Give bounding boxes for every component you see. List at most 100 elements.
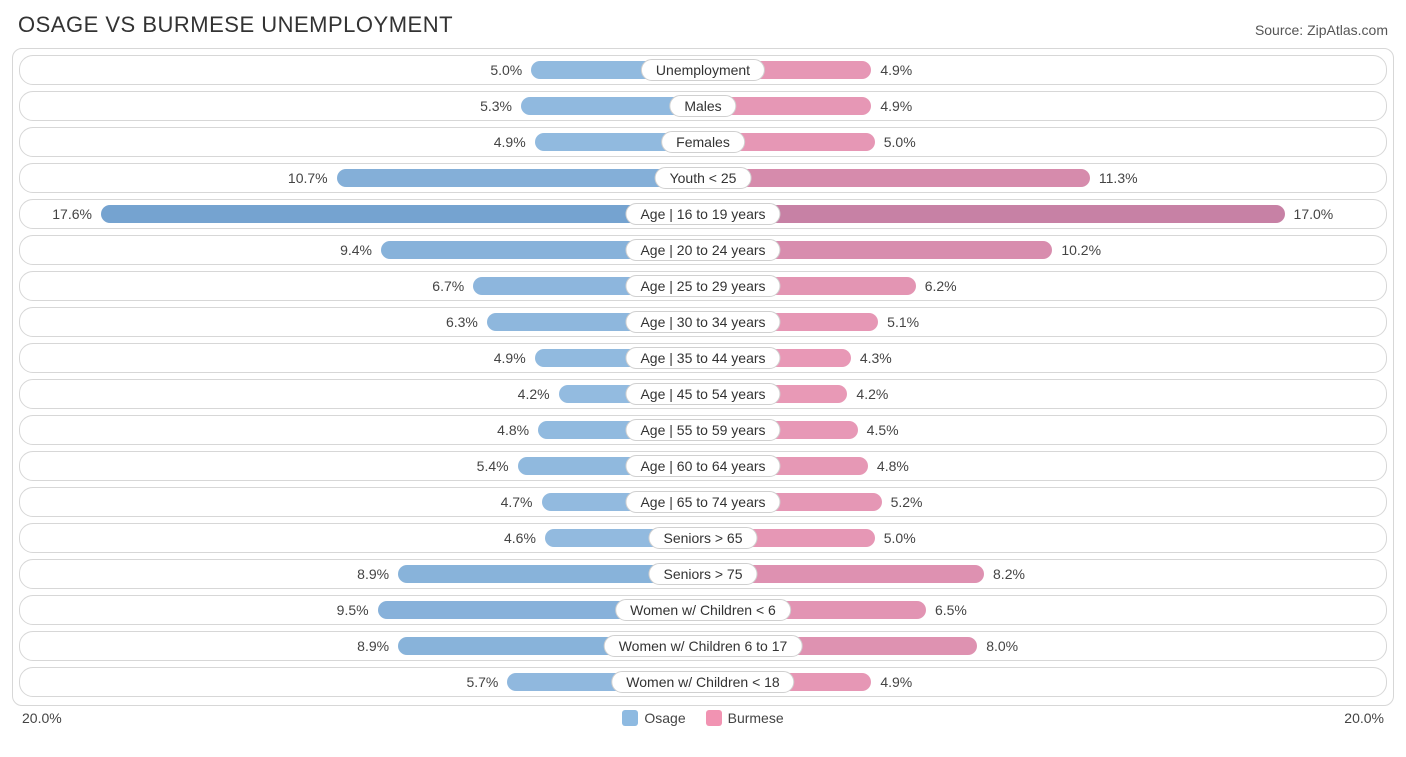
chart-row: 9.5% 6.5%Women w/ Children < 6 [19,595,1387,625]
row-left-half: 9.5% [20,596,703,624]
left-value-label: 5.0% [482,62,530,78]
row-left-half: 5.0% [20,56,703,84]
right-value-label: 5.0% [876,530,924,546]
chart-row: 9.4%10.2%Age | 20 to 24 years [19,235,1387,265]
row-category-label: Age | 30 to 34 years [625,311,780,333]
row-right-half: 4.3% [703,344,1386,372]
row-left-half: 6.3% [20,308,703,336]
row-left-half: 5.4% [20,452,703,480]
row-left-half: 4.6% [20,524,703,552]
row-category-label: Age | 25 to 29 years [625,275,780,297]
chart-row: 6.3% 5.1% Age | 30 to 34 years [19,307,1387,337]
legend-swatch-left [622,710,638,726]
row-right-half: 11.3% [703,164,1386,192]
row-left-half: 5.7% [20,668,703,696]
chart-row: 5.7% 4.9% Women w/ Children < 18 [19,667,1387,697]
right-value-label: 5.1% [879,314,927,330]
legend: Osage Burmese [62,710,1345,726]
row-category-label: Age | 35 to 44 years [625,347,780,369]
left-value-label: 6.3% [438,314,486,330]
left-value-label: 5.7% [458,674,506,690]
row-category-label: Age | 65 to 74 years [625,491,780,513]
chart-row: 5.4% 4.8% Age | 60 to 64 years [19,451,1387,481]
chart-row: 8.9%8.2%Seniors > 75 [19,559,1387,589]
row-left-half: 5.3% [20,92,703,120]
source-prefix: Source: [1255,22,1307,38]
row-category-label: Age | 60 to 64 years [625,455,780,477]
row-category-label: Age | 16 to 19 years [625,203,780,225]
row-right-half: 10.2% [703,236,1386,264]
diverging-bar-chart: 5.0%4.9%Unemployment5.3%4.9%Males4.9%5.0… [12,48,1394,706]
right-value-label: 4.3% [852,350,900,366]
right-value-label: 5.2% [883,494,931,510]
row-right-half: 4.9% [703,668,1386,696]
row-left-half: 4.7% [20,488,703,516]
right-value-label: 4.8% [869,458,917,474]
row-right-half: 5.0% [703,524,1386,552]
chart-row: 4.6% 5.0% Seniors > 65 [19,523,1387,553]
left-value-label: 4.6% [496,530,544,546]
left-bar [337,169,702,187]
row-category-label: Seniors > 65 [649,527,758,549]
left-value-label: 4.2% [510,386,558,402]
legend-label-right: Burmese [728,710,784,726]
right-value-label: 4.9% [872,674,920,690]
chart-row: 5.0% 4.9% Unemployment [19,55,1387,85]
left-value-label: 9.5% [329,602,377,618]
right-bar [704,169,1090,187]
right-bar [704,205,1285,223]
left-value-label: 4.9% [486,350,534,366]
right-value-label: 4.2% [848,386,896,402]
row-category-label: Age | 55 to 59 years [625,419,780,441]
row-category-label: Seniors > 75 [649,563,758,585]
row-right-half: 5.0% [703,128,1386,156]
row-category-label: Youth < 25 [655,167,752,189]
row-right-half: 8.0% [703,632,1386,660]
right-value-label: 11.3% [1091,170,1146,186]
axis-max-left: 20.0% [22,710,62,726]
row-left-half: 4.9% [20,128,703,156]
chart-header: OSAGE VS BURMESE UNEMPLOYMENT Source: Zi… [12,12,1394,48]
legend-item-left: Osage [622,710,685,726]
left-value-label: 5.3% [472,98,520,114]
left-value-label: 4.8% [489,422,537,438]
axis-max-right: 20.0% [1344,710,1384,726]
chart-row: 4.2%4.2%Age | 45 to 54 years [19,379,1387,409]
right-value-label: 5.0% [876,134,924,150]
row-category-label: Women w/ Children 6 to 17 [604,635,803,657]
chart-row: 5.3%4.9%Males [19,91,1387,121]
right-value-label: 6.2% [917,278,965,294]
row-category-label: Women w/ Children < 18 [611,671,794,693]
row-left-half: 4.2% [20,380,703,408]
chart-source: Source: ZipAtlas.com [1255,22,1388,38]
left-value-label: 17.6% [44,206,100,222]
left-bar [101,205,702,223]
right-value-label: 4.9% [872,62,920,78]
row-left-half: 8.9% [20,632,703,660]
row-left-half: 9.4% [20,236,703,264]
chart-row: 4.9% 5.0% Females [19,127,1387,157]
row-left-half: 10.7% [20,164,703,192]
legend-swatch-right [706,710,722,726]
left-value-label: 8.9% [349,566,397,582]
row-category-label: Unemployment [641,59,765,81]
left-value-label: 8.9% [349,638,397,654]
source-name: ZipAtlas.com [1307,22,1388,38]
row-right-half: 6.5% [703,596,1386,624]
chart-row: 8.9% 8.0%Women w/ Children 6 to 17 [19,631,1387,661]
row-right-half: 5.2% [703,488,1386,516]
row-category-label: Women w/ Children < 6 [615,599,791,621]
row-right-half: 17.0% [703,200,1386,228]
row-right-half: 4.2% [703,380,1386,408]
row-left-half: 4.8% [20,416,703,444]
chart-row: 4.9% 4.3% Age | 35 to 44 years [19,343,1387,373]
row-right-half: 4.8% [703,452,1386,480]
row-right-half: 4.9% [703,56,1386,84]
right-value-label: 4.9% [872,98,920,114]
left-value-label: 4.9% [486,134,534,150]
row-right-half: 5.1% [703,308,1386,336]
chart-row: 4.8%4.5%Age | 55 to 59 years [19,415,1387,445]
row-right-half: 6.2% [703,272,1386,300]
left-value-label: 4.7% [493,494,541,510]
row-category-label: Females [661,131,745,153]
